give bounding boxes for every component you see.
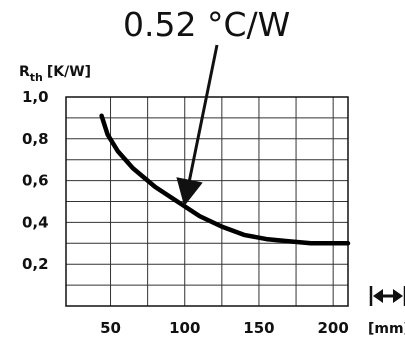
x-tick-label: 200 [318,319,349,337]
x-tick-labels: 50 100 150 200 [100,319,349,337]
y-tick-label: 1,0 [22,88,49,106]
grid [66,97,348,306]
y-tick-label: 0,2 [22,255,49,273]
x-tick-label: 100 [169,319,200,337]
y-axis-label-unit: [K/W] [47,64,91,80]
data-series-line [99,113,351,246]
annotation-arrow [176,44,219,207]
y-axis-label-sub: th [30,71,43,84]
y-axis-label: Rth [K/W] [19,64,91,84]
x-axis-unit: [mm] [368,321,405,337]
y-tick-labels: 0,2 0,4 0,6 0,8 1,0 [22,88,49,273]
y-tick-label: 0,6 [22,172,49,190]
y-axis-label-main: R [19,64,30,80]
annotation-text: 0.52 °C/W [123,5,290,44]
y-tick-label: 0,4 [22,213,49,231]
x-tick-label: 150 [243,319,274,337]
y-tick-label: 0,8 [22,130,49,148]
double-arrow-icon [369,286,405,306]
x-tick-label: 50 [100,319,121,337]
